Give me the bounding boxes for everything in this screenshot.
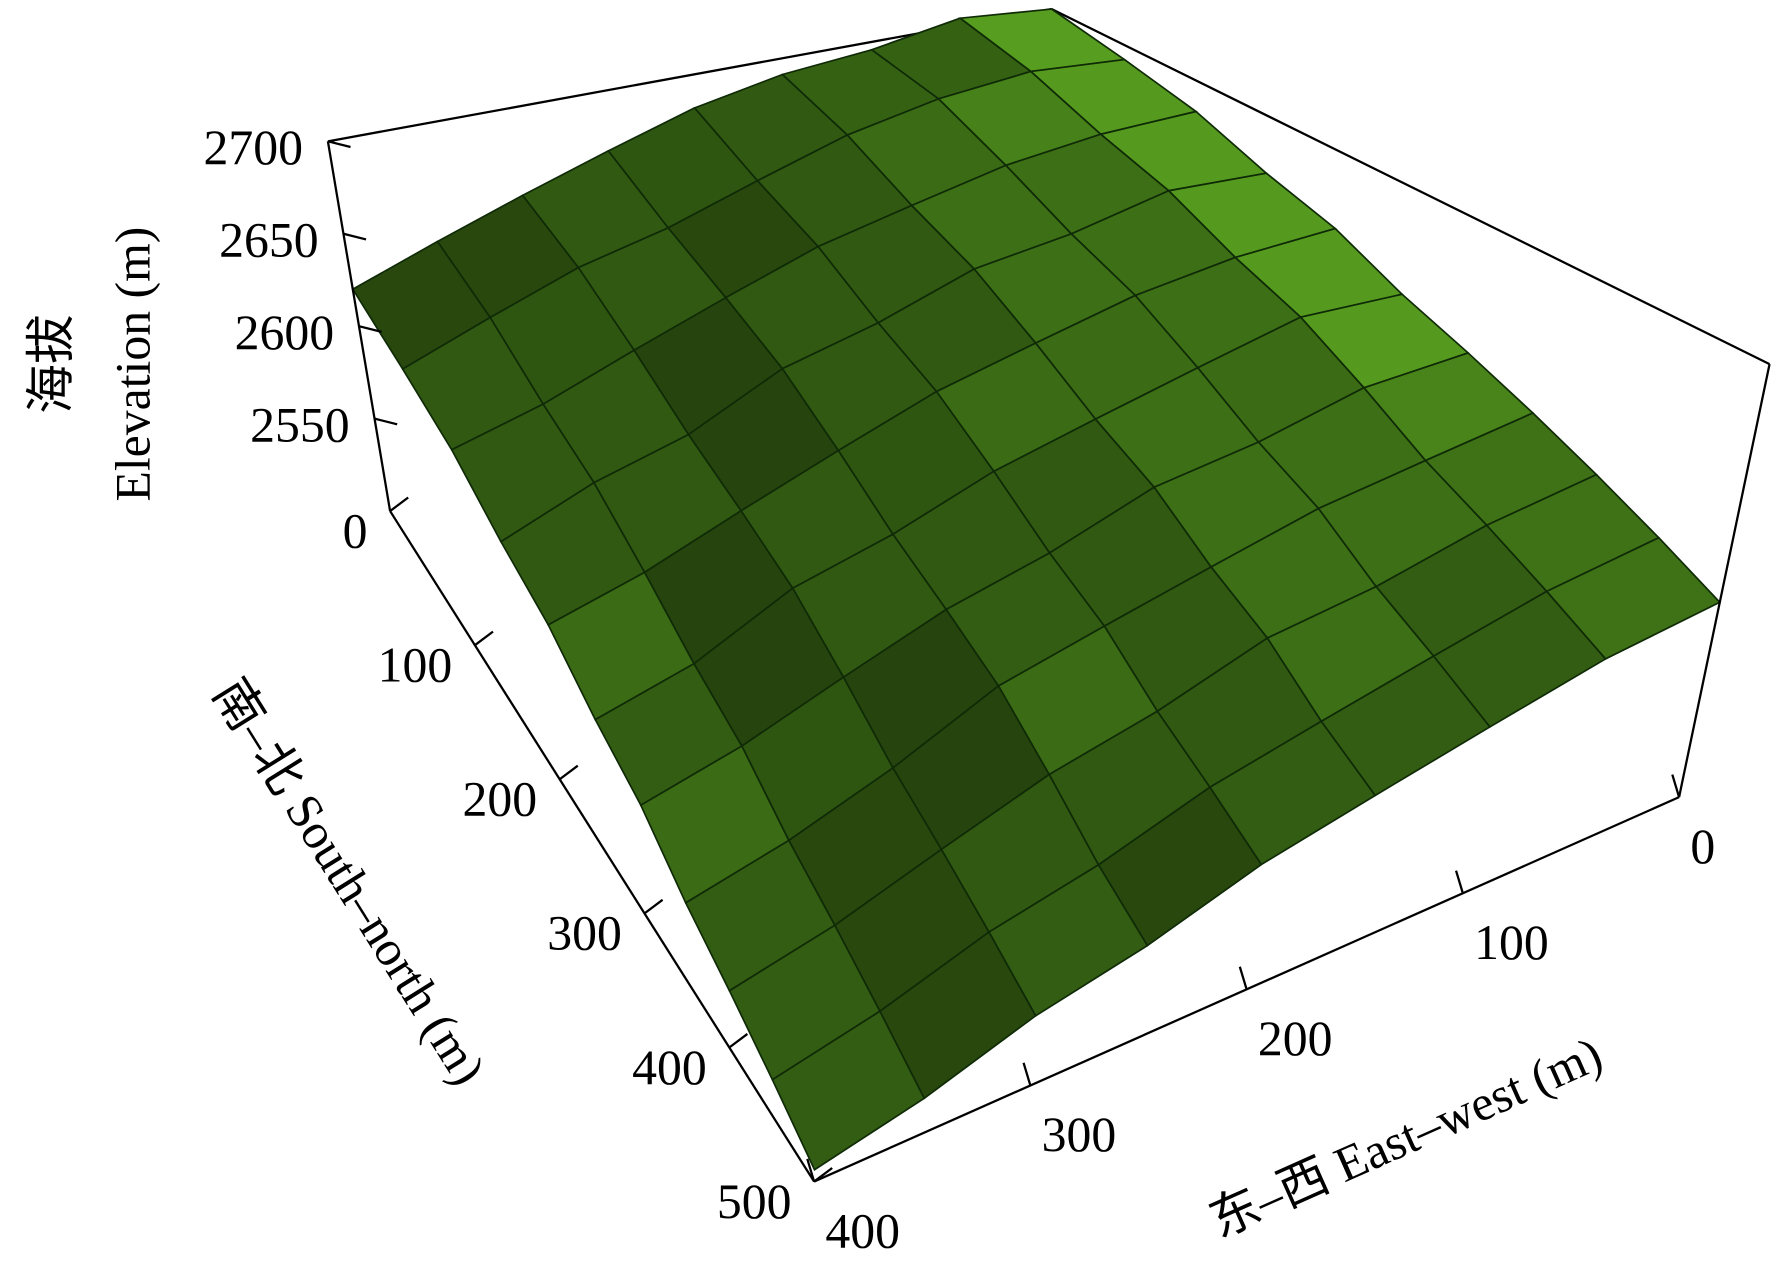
y-tick-label: 500 [717, 1174, 792, 1229]
y-tick-label: 300 [547, 906, 622, 961]
surface-cell [771, 1010, 926, 1171]
y-tick-label: 100 [378, 637, 453, 692]
z-axis-label: Elevation (m) [105, 227, 160, 502]
x-tick-label: 400 [825, 1203, 900, 1258]
x-tick [1238, 966, 1248, 990]
z-tick [374, 417, 398, 426]
z-tick [327, 140, 351, 149]
y-axis-label: 南–北 South–north (m) [202, 669, 496, 1094]
z-tick-label: 2700 [204, 120, 304, 175]
box-edge [389, 510, 816, 1183]
z-tick-label: 2600 [235, 305, 335, 360]
x-tick-label: 100 [1474, 915, 1549, 970]
y-tick-label: 200 [462, 772, 537, 827]
z-tick-label: 2650 [219, 213, 319, 268]
x-tick [1454, 870, 1464, 894]
x-tick [806, 1158, 816, 1182]
y-tick [643, 898, 664, 915]
y-tick-label: 400 [632, 1040, 707, 1095]
y-tick [474, 630, 494, 647]
y-tick [559, 764, 579, 781]
box-edge [1051, 8, 1771, 366]
surface [351, 8, 1722, 1171]
x-tick-label: 300 [1042, 1107, 1117, 1162]
x-tick [1671, 774, 1681, 798]
plot: 2550 2600 2650 2700 0 100 200 300 400 500 0 100 200 3… [24, 7, 1771, 1258]
z-axis-label: 海拔 [24, 314, 79, 414]
z-tick-label: 2550 [250, 397, 350, 452]
y-tick [728, 1033, 749, 1049]
x-tick-label: 200 [1258, 1011, 1333, 1066]
y-tick-label: 0 [343, 503, 368, 558]
box-edge [1677, 363, 1771, 798]
y-tick [813, 1167, 833, 1183]
x-tick-label: 0 [1690, 819, 1715, 874]
x-tick [1022, 1062, 1032, 1086]
z-tick [343, 232, 367, 241]
y-tick [389, 496, 409, 512]
z-tick [358, 325, 382, 333]
